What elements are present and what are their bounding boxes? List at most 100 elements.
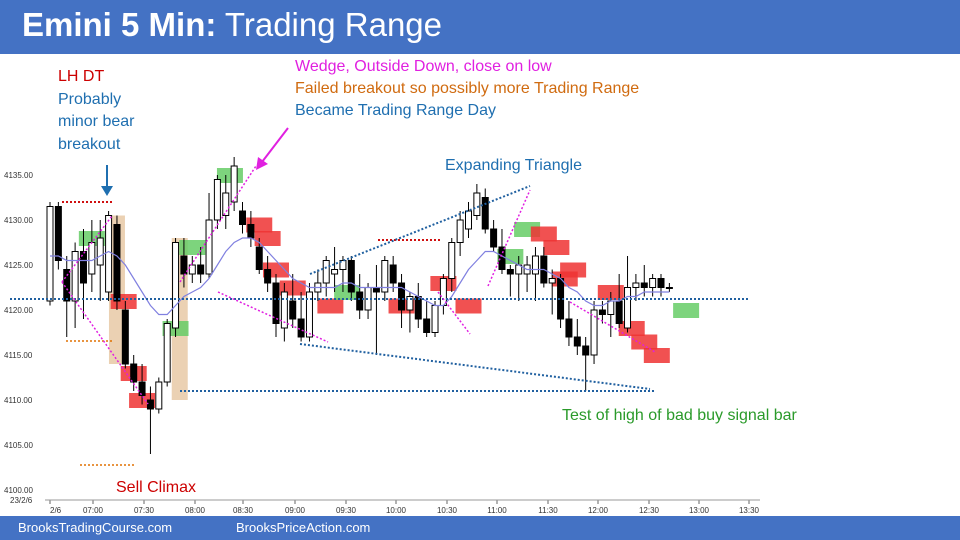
- x-tick-label-13: 13:00: [689, 506, 710, 515]
- candle-body-68: [615, 300, 623, 324]
- candle-body-69: [624, 287, 632, 329]
- candle-body-1: [54, 206, 62, 261]
- red-signal-box-15: [455, 298, 482, 314]
- candle-body-49: [456, 219, 464, 243]
- ema-line: [50, 237, 670, 316]
- candle-body-54: [498, 246, 506, 270]
- annotation-lh-dt: LH DT: [58, 68, 105, 85]
- candle-body-0: [46, 206, 54, 302]
- candle-body-64: [582, 345, 590, 356]
- red-signal-box-24: [631, 334, 658, 350]
- candle-body-6: [96, 237, 104, 266]
- magenta-line-5: [437, 291, 471, 335]
- annotation-expanding-triangle: Expanding Triangle: [445, 157, 582, 174]
- y-tick-label-6: 4130.00: [4, 216, 33, 225]
- candle-body-22: [230, 165, 238, 203]
- candle-body-53: [490, 228, 498, 248]
- candle-body-34: [331, 269, 339, 275]
- magenta-line-1: [179, 165, 257, 283]
- magenta-line-6: [487, 189, 531, 287]
- candle-body-14: [163, 323, 171, 383]
- candle-body-12: [146, 399, 154, 410]
- candle-body-48: [448, 242, 456, 279]
- annotation-failed-breakout: Failed breakout so possibly more Trading…: [295, 80, 640, 97]
- annotation-test-of-high: Test of high of bad buy signal bar: [562, 407, 797, 424]
- candle-body-46: [431, 305, 439, 333]
- red-signal-box-25: [643, 348, 670, 363]
- annotation-sell-climax: Sell Climax: [116, 479, 197, 496]
- red-signal-box-8: [254, 231, 281, 246]
- candle-body-13: [155, 381, 163, 410]
- date-label: 23/2/6: [10, 496, 33, 505]
- x-tick-label-1: 07:00: [83, 506, 104, 515]
- candle-body-74: [665, 287, 673, 289]
- candle-body-52: [481, 197, 489, 230]
- candle-body-28: [280, 291, 288, 329]
- candle-body-45: [423, 318, 431, 333]
- candle-body-23: [239, 210, 247, 225]
- x-tick-label-9: 11:00: [487, 506, 507, 515]
- footer-left: BrooksTradingCourse.com: [18, 520, 173, 535]
- candle-body-5: [88, 242, 96, 275]
- candle-body-55: [506, 269, 514, 275]
- magenta-line-4: [217, 291, 329, 343]
- candle-body-67: [607, 300, 615, 315]
- candle-body-70: [632, 282, 640, 288]
- y-tick-label-5: 4125.00: [4, 261, 33, 270]
- triangle-lower-line: [299, 343, 651, 390]
- candle-body-39: [372, 287, 380, 293]
- candle-body-72: [649, 278, 657, 288]
- candle-body-43: [406, 296, 414, 311]
- candle-body-25: [255, 246, 263, 270]
- x-tick-label-2: 07:30: [134, 506, 155, 515]
- magenta-line-2: [61, 215, 113, 283]
- candle-body-21: [222, 192, 230, 216]
- annotation-trading-range-day: Became Trading Range Day: [295, 102, 496, 119]
- x-tick-label-0: 2/6: [50, 506, 62, 515]
- candle-body-8: [113, 224, 121, 302]
- red-signal-box-18: [530, 226, 557, 242]
- candle-body-33: [322, 260, 330, 284]
- candle-body-41: [389, 264, 397, 284]
- blue-arrow-head: [101, 186, 113, 196]
- y-tick-label-1: 4105.00: [4, 441, 33, 450]
- title-bold: Emini 5 Min:: [22, 6, 217, 43]
- candle-body-27: [272, 282, 280, 324]
- x-tick-label-12: 12:30: [639, 506, 660, 515]
- magenta-arrow-head: [256, 157, 268, 170]
- candle-body-24: [247, 224, 255, 239]
- x-tick-label-11: 12:00: [588, 506, 609, 515]
- x-tick-label-7: 10:00: [386, 506, 407, 515]
- annotation-wedge: Wedge, Outside Down, close on low: [295, 58, 552, 75]
- footer-right: BrooksPriceAction.com: [236, 520, 371, 535]
- y-tick-label-7: 4135.00: [4, 171, 33, 180]
- green-signal-box-26: [673, 303, 700, 318]
- candle-body-51: [473, 192, 481, 216]
- candle-body-71: [640, 282, 648, 288]
- candle-body-4: [79, 251, 87, 284]
- candle-body-10: [130, 363, 138, 383]
- magenta-line-7: [569, 301, 656, 353]
- candle-body-50: [465, 210, 472, 230]
- candle-body-35: [339, 260, 347, 270]
- y-tick-label-3: 4115.00: [4, 351, 33, 360]
- x-tick-label-3: 08:00: [185, 506, 206, 515]
- magenta-arrow-shaft: [261, 127, 289, 163]
- magenta-line-3: [61, 281, 149, 405]
- candle-body-29: [289, 300, 297, 320]
- x-tick-label-4: 08:30: [233, 506, 254, 515]
- candle-body-15: [172, 242, 180, 329]
- candle-body-73: [657, 278, 665, 288]
- y-tick-label-4: 4120.00: [4, 306, 33, 315]
- candle-body-36: [347, 260, 355, 293]
- candle-body-31: [305, 291, 313, 338]
- candle-body-2: [63, 269, 71, 302]
- candle-body-26: [264, 269, 272, 284]
- title-bar: Emini 5 Min: Trading Range: [0, 0, 960, 54]
- annotation-probably-3: breakout: [58, 136, 121, 153]
- candle-body-37: [356, 291, 364, 311]
- candle-body-20: [213, 179, 221, 221]
- candle-body-11: [138, 381, 146, 396]
- red-signal-box-21: [560, 262, 587, 278]
- candle-body-7: [105, 215, 113, 293]
